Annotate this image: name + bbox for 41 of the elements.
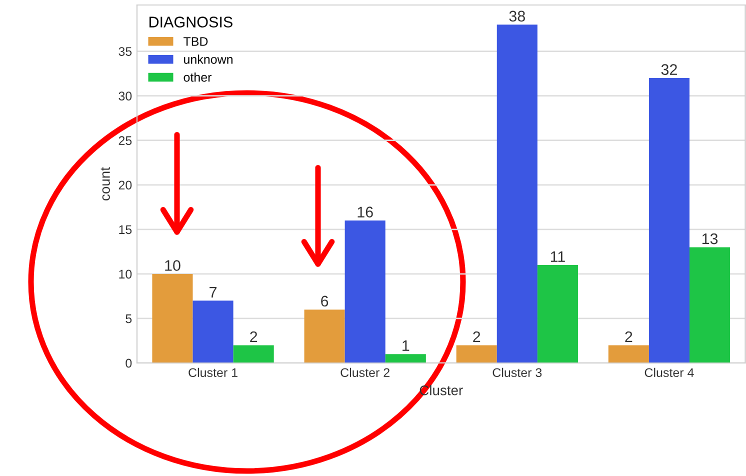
y-tick-label: 0 bbox=[126, 358, 132, 368]
data-label: 10 bbox=[165, 260, 180, 271]
bar bbox=[537, 265, 578, 363]
data-label: 32 bbox=[661, 64, 677, 76]
bar bbox=[456, 345, 497, 363]
y-tick-label: 20 bbox=[118, 180, 132, 190]
y-tick-label: 10 bbox=[119, 270, 132, 279]
legend-label: other bbox=[184, 72, 212, 82]
data-label: 1 bbox=[402, 340, 410, 351]
y-axis-title: count bbox=[100, 167, 110, 200]
x-tick-label: Cluster 3 bbox=[492, 368, 542, 378]
y-tick-label: 5 bbox=[126, 314, 132, 324]
data-label: 16 bbox=[358, 206, 373, 218]
bar bbox=[192, 300, 234, 363]
legend-label: TBD bbox=[184, 37, 208, 46]
bar bbox=[304, 310, 345, 363]
data-label: 2 bbox=[473, 331, 480, 342]
bar bbox=[385, 354, 426, 363]
bar bbox=[608, 345, 649, 363]
legend-label: unknown bbox=[184, 54, 232, 64]
x-tick-label: Cluster 4 bbox=[644, 368, 694, 378]
y-tick-label: 25 bbox=[118, 136, 132, 146]
bar bbox=[344, 220, 386, 363]
bar bbox=[152, 274, 193, 363]
bar bbox=[689, 247, 730, 363]
bar bbox=[496, 24, 538, 363]
legend-title: DIAGNOSIS bbox=[150, 16, 232, 28]
y-tick-label: 15 bbox=[119, 225, 132, 234]
x-tick-label: Cluster 1 bbox=[188, 368, 238, 378]
x-tick-label: Cluster 2 bbox=[340, 368, 390, 378]
data-label: 7 bbox=[210, 286, 217, 298]
y-tick-label: 35 bbox=[118, 47, 132, 56]
bar bbox=[648, 78, 690, 363]
data-label: 2 bbox=[250, 331, 258, 342]
data-label: 13 bbox=[702, 233, 718, 244]
data-label: 2 bbox=[625, 331, 632, 342]
y-tick-label: 30 bbox=[118, 92, 132, 100]
data-label: 6 bbox=[321, 296, 328, 307]
bar bbox=[233, 345, 274, 363]
data-label: 11 bbox=[550, 251, 565, 262]
data-label: 38 bbox=[509, 10, 525, 22]
